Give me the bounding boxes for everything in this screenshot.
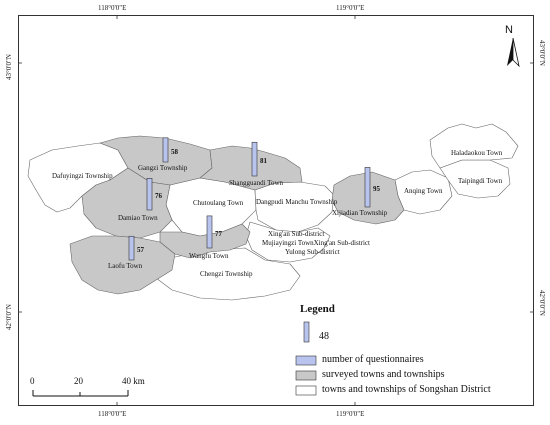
label-dafuyingzi: Dafuyingzi Township — [52, 172, 113, 180]
coord-bottom-118: 118°0'0"E — [98, 410, 127, 418]
legend-sample-bar — [303, 321, 310, 343]
label-yulong: Yulong Sub-district — [285, 248, 340, 256]
legend-label-surveyed: surveyed towns and townships — [322, 369, 445, 380]
coord-top-119: 119°0'0"E — [336, 4, 365, 12]
region-shangguandi — [199, 145, 303, 191]
label-taipingdi: Taipingdi Town — [458, 177, 503, 185]
questionnaire-bar — [251, 141, 258, 177]
scale-label-20: 20 — [74, 376, 83, 386]
scale-label-0: 0 — [30, 376, 35, 386]
region-haladaokou — [429, 123, 519, 169]
label-laofu: Laofu Town — [108, 262, 143, 270]
label-haladaokou: Haladaokou Town — [451, 149, 503, 157]
questionnaire-bars: 58 81 95 76 77 57 — [128, 137, 381, 261]
legend-swatch-questionnaires — [295, 355, 317, 366]
label-wangfu: Wangfu Town — [189, 252, 229, 260]
questionnaire-bar — [146, 178, 153, 211]
legend-sample-value: 48 — [319, 331, 329, 342]
scale-label-40: 40 km — [122, 376, 145, 386]
legend-title: Legend — [300, 303, 335, 315]
questionnaire-bar — [128, 235, 135, 261]
legend-label-all: towns and townships of Songshan District — [322, 384, 491, 395]
coord-bottom-119: 119°0'0"E — [336, 410, 365, 418]
questionnaire-bar — [364, 167, 371, 208]
label-gangzi: Gangzi Township — [138, 164, 188, 172]
north-arrow-icon — [507, 37, 520, 68]
north-label: N — [505, 24, 513, 36]
frame-ticks — [18, 15, 534, 406]
region-laofu — [69, 235, 176, 295]
label-chengzi: Chengzi Township — [200, 270, 253, 278]
legend-swatch-all — [295, 385, 317, 396]
questionnaire-value: 57 — [137, 246, 145, 254]
label-damiao: Damiao Town — [118, 214, 158, 222]
label-chutoulang: Chutoulang Town — [193, 199, 244, 207]
label-dangpudi: Dangpudi Manchu Township — [256, 198, 338, 206]
questionnaire-value: 76 — [155, 192, 163, 200]
questionnaire-value: 95 — [373, 185, 381, 193]
legend-label-questionnaires: number of questionnaires — [322, 354, 424, 365]
label-shangguandi: Shangguandi Town — [229, 179, 284, 187]
questionnaire-bar — [162, 137, 169, 163]
place-labels: Dafuyingzi Township Gangzi Township Shan… — [52, 149, 503, 278]
questionnaire-value: 81 — [260, 157, 268, 165]
legend-graphics — [295, 321, 317, 396]
scale-bar — [32, 390, 129, 397]
questionnaire-value: 58 — [171, 148, 179, 156]
questionnaire-bar — [206, 215, 213, 249]
label-xijiadian: Xijiadian Township — [332, 209, 388, 217]
label-anqing: Anqing Town — [404, 187, 443, 195]
label-mujiayingzi: Mujiayingzi TownXing'an Sub-district — [262, 239, 370, 247]
legend-swatch-surveyed — [295, 370, 317, 381]
region-wangfu — [159, 223, 251, 259]
coord-top-118: 118°0'0"E — [98, 4, 127, 12]
region-dangpudi — [254, 181, 335, 233]
district-map — [27, 123, 519, 301]
label-xingan: Xing'an Sub-district — [268, 230, 324, 238]
region-xingan — [245, 221, 331, 263]
questionnaire-value: 77 — [215, 230, 223, 238]
